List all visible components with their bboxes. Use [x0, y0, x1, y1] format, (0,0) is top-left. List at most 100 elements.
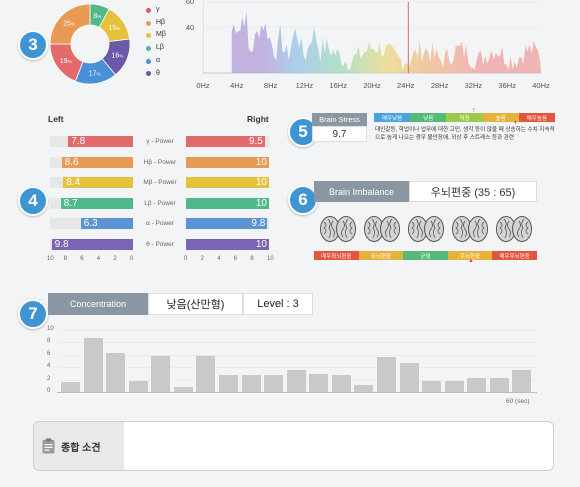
power-bar-right [186, 156, 269, 168]
power-value-right: 10 [255, 177, 267, 188]
power-band-label: α - Power [146, 220, 174, 227]
right-axis-tick: 6 [233, 256, 238, 262]
right-axis-tick: 0 [184, 256, 188, 262]
concentration-gridline [57, 392, 537, 393]
power-bar-left [61, 156, 133, 168]
power-value-right: 10 [255, 156, 267, 168]
concentration-bar [444, 380, 464, 392]
legend-label: θ [156, 69, 160, 77]
concentration-gridline [57, 367, 537, 369]
brain-imbalance-scale-seg: 균형 [403, 251, 448, 260]
left-axis-tick: 10 [47, 256, 54, 262]
brain-stress-value: 9.7 [312, 126, 367, 142]
concentration-bar [106, 352, 126, 392]
concentration-bar [264, 374, 284, 392]
donut-slice-label: 15% [108, 25, 120, 32]
power-value-right: 10 [255, 238, 267, 250]
legend-item: θ [146, 68, 166, 81]
brain-stress-description: 대인갈등, 학업이나 업무에 대한 고민, 생각 등이 많을 때 상승하는 수치… [375, 127, 555, 141]
concentration-bar [286, 370, 306, 392]
legend-label: γ [156, 6, 160, 13]
brain-icon [408, 216, 444, 242]
brain-imbalance-title: Brain Imbalance [314, 181, 409, 202]
power-value-left: 7.8 [71, 136, 86, 147]
power-band-label: Mβ - Power [143, 179, 177, 186]
donut-slice-label: 25% [63, 21, 75, 28]
concentration-bar [196, 356, 216, 392]
left-axis-tick: 4 [96, 256, 101, 262]
brain-stress-scale-seg: 높음 [482, 113, 519, 122]
concentration-bar [173, 387, 193, 392]
summary-title: 종합 소견 [61, 442, 101, 454]
power-bar-right [186, 238, 269, 250]
right-axis-tick: 4 [217, 256, 221, 262]
power-value-left: 8.7 [63, 197, 78, 209]
power-band-label: θ - Power [146, 240, 174, 248]
concentration-bar [422, 380, 442, 392]
power-value-left: 9.8 [54, 238, 69, 250]
spectrum-x-label: 36Hz [498, 81, 516, 90]
frequency-spectrum-chart [203, 1, 541, 74]
legend-item: γ [146, 4, 166, 17]
brain-imbalance-scale-seg: 매우좌뇌편중 [314, 251, 359, 260]
donut-slice-5 [49, 3, 91, 45]
power-bar-left [80, 218, 133, 229]
brain-imbalance-scale-seg: 매우우뇌편중 [492, 251, 537, 260]
brain-stress-title: Brain Stress [312, 113, 367, 126]
concentration-bar [377, 356, 396, 392]
power-bar-right [186, 177, 269, 188]
spectrum-x-label: 0Hz [196, 81, 210, 90]
power-value-right: 10 [255, 197, 267, 209]
spectrum-x-label: 8Hz [263, 81, 278, 90]
brain-imbalance-value: 우뇌편중 (35 : 65) [409, 181, 537, 202]
legend-label: Hβ [156, 18, 166, 26]
legend-label: Mβ [156, 31, 166, 39]
concentration-bar [467, 378, 487, 392]
concentration-bar [151, 356, 171, 392]
band-ratio-donut: 8% 15% 16% 17% 19% 25% [49, 3, 131, 85]
brain-stress-scale-seg: 매우낮음 [374, 113, 411, 122]
concentration-bar [512, 369, 532, 392]
summary-box: 종합 소견 [33, 421, 554, 471]
concentration-gridline [57, 342, 537, 344]
legend-label: Lβ [156, 44, 164, 52]
power-band-label: Lβ - Power [144, 199, 176, 207]
spectrum-x-label: 12Hz [295, 81, 314, 90]
brain-stress-current-tick: 7 [472, 108, 475, 114]
concentration-gridline [57, 330, 537, 331]
spectrum-x-label: 40Hz [532, 81, 550, 90]
donut-slice-label: 19% [60, 58, 72, 65]
concentration-bar [61, 382, 80, 392]
power-bar-left [68, 136, 133, 147]
spectrum-x-label: 4Hz [230, 81, 244, 90]
legend-item: Hβ [146, 17, 166, 30]
donut-slice-label: 17% [89, 71, 101, 78]
concentration-bar [128, 381, 148, 392]
power-bar-left [63, 177, 133, 188]
legend-dot [146, 7, 151, 13]
donut-legend: γ Hβ Mβ Lβ α θ [146, 4, 166, 80]
concentration-bar [399, 363, 419, 392]
power-bar-right [186, 197, 269, 209]
legend-dot [146, 20, 151, 26]
concentration-y-label: 6 [47, 350, 51, 357]
spectrum-y-label-60: 60 [185, 0, 195, 6]
clipboard-icon [42, 438, 55, 454]
power-value-left: 6.3 [83, 218, 98, 229]
right-axis-tick: 10 [267, 256, 274, 262]
spectrum-x-label: 16Hz [329, 81, 347, 90]
power-band-label: γ - Power [146, 138, 174, 145]
power-bar-left [60, 197, 133, 209]
legend-dot [146, 33, 151, 39]
power-bar-left [51, 238, 133, 250]
donut-slice-label: 8% [93, 13, 101, 20]
brain-stress-scale-seg: 낮음 [410, 113, 447, 122]
left-hemisphere-label: Left [48, 114, 64, 124]
brain-stress-marker: ▼ [513, 120, 518, 126]
concentration-y-label: 8 [47, 338, 51, 345]
brain-icon [320, 216, 356, 242]
brain-stress-scale-seg: 매우높음 [518, 113, 555, 122]
brain-icon [452, 216, 488, 242]
spectrum-y-label-40: 40 [185, 23, 195, 32]
concentration-bar [219, 374, 238, 392]
